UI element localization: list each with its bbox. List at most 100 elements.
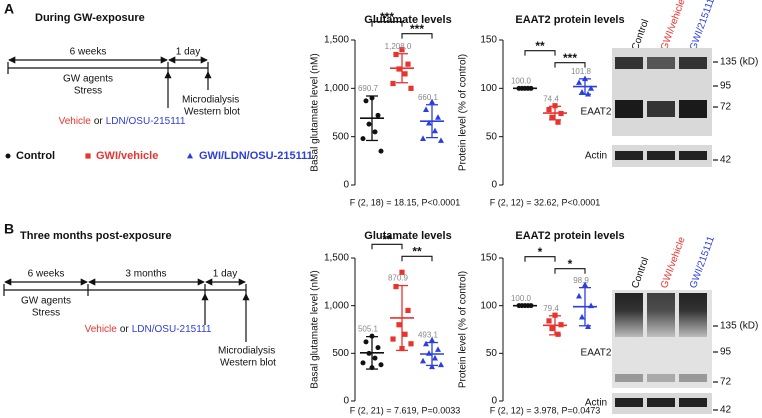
size-marker: 42 (720, 405, 732, 416)
y-tick-label: 50 (486, 348, 498, 359)
significance-label: *** (380, 10, 394, 24)
data-point (393, 284, 399, 290)
western-blot: Control GWI/vehicle GWI/215111 EAAT2 Act… (581, 234, 759, 415)
data-point (429, 98, 435, 105)
data-point (375, 345, 381, 351)
treatment-text: Vehicle (59, 116, 92, 127)
lane-label: Control (630, 18, 651, 52)
timeline-title: During GW-exposure (35, 12, 145, 24)
y-tick-label: 500 (332, 131, 349, 142)
y-tick-label: 1,000 (324, 300, 349, 311)
significance-bracket (401, 33, 433, 39)
timeline: During GW-exposure 6 weeks 1 day GW agen… (7, 12, 240, 127)
stat-text: F (2, 12) = 3.978, P=0.0473 (490, 405, 601, 415)
significance-label: *** (410, 22, 424, 36)
mean-label: 493.1 (418, 331, 439, 340)
mean-label: 1,208.0 (385, 42, 412, 51)
stat-text: F (2, 21) = 7.619, P=0.0033 (350, 405, 461, 415)
significance-label: *** (563, 51, 577, 65)
data-point (408, 341, 414, 347)
y-tick-label: 100 (480, 83, 497, 94)
data-point (363, 98, 369, 104)
mean-label: 870.9 (388, 274, 409, 283)
mean-label: 660.1 (418, 93, 439, 102)
legend-marker (187, 152, 193, 159)
legend-marker (85, 153, 91, 159)
data-point (399, 47, 405, 53)
mean-label: 101.8 (571, 67, 592, 76)
significance-label: ** (412, 244, 422, 258)
data-point (576, 292, 582, 299)
stat-text: F (2, 12) = 32.62, P<0.0001 (490, 197, 601, 207)
timeline-title: Three months post-exposure (20, 230, 172, 242)
significance-bracket (401, 255, 433, 262)
treatment-text: LDN/OSU-215111 (132, 324, 212, 335)
lane-label: Control (630, 256, 651, 290)
data-point (378, 148, 384, 154)
data-point (390, 336, 396, 342)
data-point (549, 114, 555, 120)
significance-label: ** (382, 232, 392, 246)
data-point (402, 71, 408, 77)
size-marker: 72 (720, 102, 732, 113)
data-point (432, 354, 438, 361)
data-point (546, 107, 552, 113)
size-marker: 95 (720, 81, 732, 92)
agent-label: GW agents (21, 296, 71, 307)
data-point (582, 281, 588, 288)
endpoint-label: Western blot (220, 358, 276, 369)
panel-label: A (4, 1, 14, 17)
mean-label: 100.0 (511, 294, 532, 303)
y-axis-label: Basal glutamate level (nM) (310, 53, 321, 171)
period-label: 3 months (125, 269, 166, 280)
data-point (435, 114, 441, 120)
lane-label: GWI/215111 (688, 0, 717, 52)
period-label: 1 day (213, 269, 237, 280)
data-point (360, 136, 366, 142)
significance-bracket (371, 243, 403, 250)
data-point (426, 350, 432, 356)
y-axis-label: Basal glutamate level (nM) (310, 270, 321, 388)
chart-title: Glutamate levels (364, 14, 451, 26)
legend-marker (5, 153, 11, 159)
data-point (396, 322, 402, 328)
data-point (546, 318, 552, 324)
lane-label: GWI/vehicle (659, 235, 688, 290)
y-tick-label: 500 (332, 348, 349, 359)
y-tick-label: 0 (491, 180, 497, 191)
data-point (399, 269, 405, 275)
y-tick-label: 0 (343, 180, 349, 191)
stat-text: F (2, 18) = 18.15, P<0.0001 (350, 197, 461, 207)
treatment-label: Vehicle or LDN/OSU-215111 (85, 324, 212, 335)
significance-label: * (538, 245, 543, 259)
y-tick-label: 0 (343, 396, 349, 407)
data-point (438, 361, 444, 368)
mean-label: 690.7 (358, 84, 379, 93)
significance-label: ** (535, 39, 545, 53)
legend-label: GWI/vehicle (96, 150, 158, 162)
protein-label: EAAT2 (581, 348, 612, 359)
legend-label: Control (16, 150, 55, 162)
treatment-text: LDN/OSU-215111 (106, 116, 186, 127)
data-point (360, 360, 366, 366)
data-point (576, 79, 582, 85)
period-label: 6 weeks (70, 47, 107, 58)
endpoint-label: Western blot (184, 107, 240, 118)
legend: Control GWI/vehicle GWI/LDN/OSU-215111 (16, 150, 313, 162)
significance-bracket (554, 62, 586, 68)
y-tick-label: 0 (491, 396, 497, 407)
data-point (420, 135, 426, 141)
y-tick-label: 50 (486, 131, 498, 142)
data-point (432, 127, 438, 134)
chart-title: Glutamate levels (364, 230, 451, 242)
y-tick-label: 1,500 (324, 253, 349, 264)
data-point (378, 362, 384, 368)
period-label: 6 weeks (28, 269, 65, 280)
size-marker: 135 (kD) (720, 57, 758, 68)
mean-label: 74.4 (543, 94, 559, 103)
significance-bracket (524, 50, 556, 56)
y-axis-label: Protein level (% of control) (458, 54, 469, 171)
data-point (363, 339, 369, 345)
y-tick-label: 150 (480, 35, 497, 46)
